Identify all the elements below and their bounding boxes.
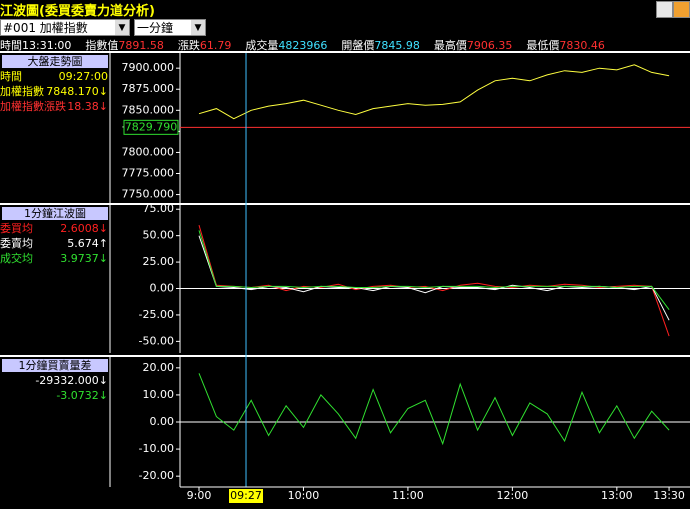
series-line [198,224,670,337]
legend-name: 委買均 [0,222,33,235]
y-tick-label: 20.00 [143,361,175,374]
info-value: 7830.46 [559,39,605,52]
y-tick-label: 25.00 [143,255,175,268]
info-value: 7906.35 [467,39,513,52]
info-label: 開盤價 [341,38,374,52]
x-tick-label: 13:30 [653,489,685,502]
x-tick-label: 13:00 [601,489,633,502]
x-tick-label: 9:00 [187,489,212,502]
x-tick-label: 10:00 [288,489,320,502]
readout-label: 加權指數 [0,84,44,98]
legend-name: 成交均 [0,251,33,265]
panel-title: 1分鐘江波圖 [24,206,86,220]
x-tick-label: 12:00 [497,489,529,502]
y-tick-label: 0.00 [150,415,175,428]
info-label: 成交量 [245,38,278,52]
readout-value: 7848.170↓ [46,85,108,98]
series-line [198,235,670,321]
info-label: 指數值 [85,38,118,52]
y-tick-label: 50.00 [143,229,175,242]
x-tick-label: 11:00 [392,489,424,502]
search-button[interactable] [656,1,673,18]
y-tick-label: 7875.000 [122,82,175,95]
y-tick-label: -10.00 [139,442,174,455]
reference-label: 7829.790 [125,120,178,133]
info-label: 時間 [0,39,22,52]
legend-value: 2.6008↓ [60,222,108,235]
cursor-label-box [229,489,264,503]
info-value: 13:31:00 [22,39,71,52]
readout-value: -29332.000↓ [35,374,108,387]
legend-name: 委賣均 [0,236,33,250]
info-value: 61.79 [200,39,232,52]
panel-title-box [2,359,108,372]
readout-value: -3.0732↓ [56,389,108,402]
info-label: 最低價 [526,38,559,52]
readout-value: 09:27:00 [59,70,108,83]
panel-title-box [2,55,108,68]
y-tick-label: -50.00 [139,334,174,347]
y-tick-label: 7800.000 [122,145,175,158]
info-label: 最高價 [434,38,467,52]
legend-value: 5.674↑ [67,237,108,250]
y-tick-label: 75.00 [143,202,175,215]
info-row: 時間13:31:00 指數值7891.58 漲跌61.79 成交量4823966 開盤價… [0,38,605,52]
legend-value: 3.9737↓ [60,252,108,265]
info-label: 漲跌 [178,38,200,52]
reference-box [123,119,179,135]
swap-button[interactable] [673,1,690,18]
series-line [198,64,670,120]
series-line [198,373,670,446]
y-tick-label: -20.00 [139,469,174,482]
readout-label: 加權指數漲跌 [0,99,66,113]
y-tick-label: 0.00 [150,282,175,295]
panel-title-box [2,207,108,220]
readout-value: 18.38↓ [67,100,108,113]
panel-title: 大盤走勢圖 [28,54,83,68]
title: 江波圖(委買委賣力道分析) [0,4,155,19]
panel-title: 1分鐘買賣量差 [19,358,92,372]
series-line [198,230,670,310]
info-value: 7845.98 [374,39,420,52]
y-tick-label: 7750.000 [122,188,175,201]
title-bar: 江波圖(委買委賣力道分析) [0,0,690,19]
info-value: 4823966 [278,39,327,52]
symbol-select[interactable]: #001 加權指數 [0,19,130,36]
info-value: 7891.58 [118,39,164,52]
cursor-label: 09:27 [230,489,262,502]
readout-label: 時間 [0,70,22,83]
y-tick-label: 7850.000 [122,103,175,116]
y-tick-label: -25.00 [139,308,174,321]
period-select[interactable]: 一分鐘 [134,19,206,36]
chart-area: 時間13:31:00 指數值7891.58 漲跌61.79 成交量4823966 開盤價… [0,38,690,503]
y-tick-label: 7775.000 [122,167,175,180]
y-tick-label: 7900.000 [122,61,175,74]
y-tick-label: 10.00 [143,388,175,401]
